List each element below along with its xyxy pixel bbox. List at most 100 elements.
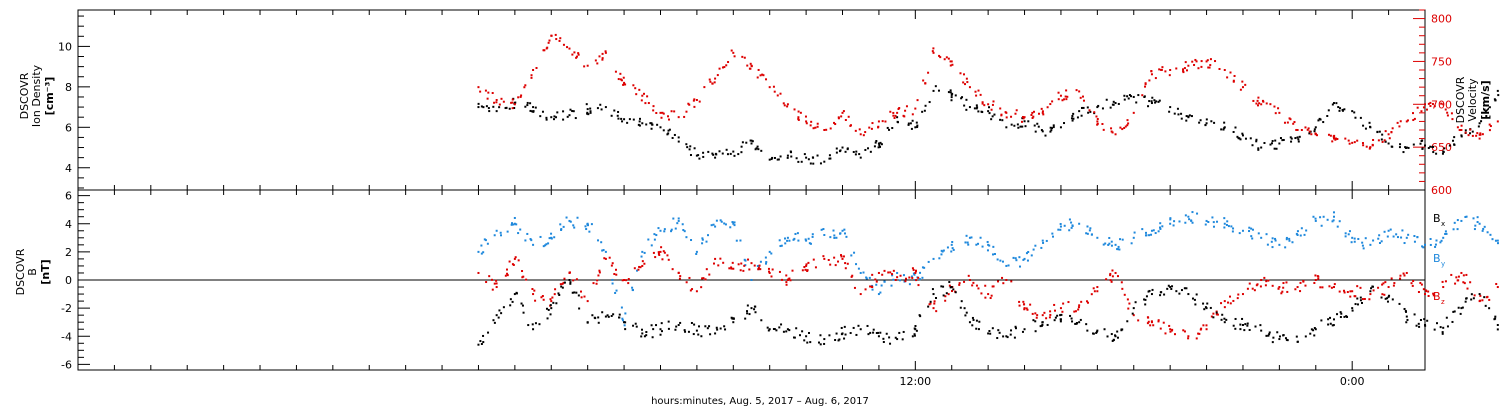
bz-point (654, 256, 657, 259)
bz-point (1086, 301, 1089, 304)
bz-point (1419, 281, 1422, 284)
bx-point (1053, 319, 1056, 322)
velocity-point (604, 50, 607, 53)
bz-point (1372, 289, 1375, 292)
bz-point (1469, 281, 1472, 284)
bx-point (882, 337, 885, 340)
bx-point (1171, 285, 1174, 288)
by-point (1251, 237, 1254, 240)
ion-density-point (718, 150, 721, 153)
bz-point (1018, 304, 1021, 307)
ion-density-point (954, 94, 957, 97)
ion-density-point (757, 148, 760, 151)
ion-density-point (1135, 101, 1138, 104)
bz-point (1363, 298, 1366, 301)
velocity-point (868, 126, 871, 129)
bz-point (495, 282, 498, 285)
bx-point (693, 323, 696, 326)
ion-density-point (1263, 141, 1266, 144)
bz-point (1399, 277, 1402, 280)
bx-point (1002, 335, 1005, 338)
bx-point (1285, 338, 1288, 341)
bx-point (877, 335, 880, 338)
bz-point (875, 280, 878, 283)
bx-point (964, 314, 967, 317)
ion-density-point (1151, 96, 1154, 99)
bx-point (709, 333, 712, 336)
bz-point (834, 264, 837, 267)
by-point (1070, 221, 1073, 224)
velocity-point (1310, 133, 1313, 136)
bx-point (1387, 295, 1390, 298)
velocity-point (583, 65, 586, 68)
velocity-point (914, 107, 917, 110)
bx-point (949, 286, 952, 289)
by-point (1057, 228, 1060, 231)
ion-density-point (508, 107, 511, 110)
bx-point (1441, 331, 1444, 334)
bz-point (689, 289, 692, 292)
ion-density-point (1460, 135, 1463, 138)
bx-point (1398, 302, 1401, 305)
bx-point (942, 285, 945, 288)
bz-point (1105, 278, 1108, 281)
velocity-point (524, 84, 527, 87)
by-point (765, 261, 768, 264)
bx-point (1313, 327, 1316, 330)
by-point (1088, 229, 1091, 232)
bx-point (1234, 317, 1237, 320)
by-point (841, 229, 844, 232)
bx-point (534, 322, 537, 325)
by-point (992, 253, 995, 256)
ion-density-point (1441, 152, 1444, 155)
bx-point (645, 331, 648, 334)
ion-density-point (1063, 122, 1066, 125)
bx-point (1147, 290, 1150, 293)
velocity-point (1164, 70, 1167, 73)
bx-point (1175, 290, 1178, 293)
by-point (653, 233, 656, 236)
ion-density-point (721, 152, 724, 155)
bz-point (975, 284, 978, 287)
bx-point (1356, 297, 1359, 300)
velocity-point (1314, 133, 1317, 136)
velocity-point (981, 101, 984, 104)
velocity-point (632, 84, 635, 87)
velocity-point (659, 111, 662, 114)
bz-point (1157, 319, 1160, 322)
ion-density-point (1390, 145, 1393, 148)
bx-point (527, 324, 530, 327)
ion-density-point (1421, 147, 1424, 150)
bx-point (1309, 332, 1312, 335)
ion-density-point (852, 150, 855, 153)
velocity-point (1344, 137, 1347, 140)
velocity-point (511, 101, 514, 104)
bz-point (657, 252, 660, 255)
velocity-point (1175, 67, 1178, 70)
velocity-point (1356, 139, 1359, 142)
by-point (550, 232, 553, 235)
ion-density-point (1255, 138, 1258, 141)
bz-point (1442, 286, 1445, 289)
velocity-point (841, 111, 844, 114)
ion-density-point (513, 107, 516, 110)
by-point (1440, 239, 1443, 242)
by-point (1085, 232, 1088, 235)
ion-density-point (1071, 114, 1074, 117)
bz-point (851, 274, 854, 277)
velocity-point (797, 117, 800, 120)
ion-density-point (1432, 151, 1435, 154)
by-point (1059, 225, 1062, 228)
velocity-point (965, 77, 968, 80)
by-point (1231, 230, 1234, 233)
velocity-point (847, 115, 850, 118)
velocity-point (1065, 98, 1068, 101)
bx-point (1110, 333, 1113, 336)
ion-density-point (928, 101, 931, 104)
bx-point (989, 332, 992, 335)
bz-point (1259, 285, 1262, 288)
bx-point (1206, 302, 1209, 305)
bz-point (1123, 293, 1126, 296)
bx-point (487, 331, 490, 334)
bx-point (1244, 323, 1247, 326)
